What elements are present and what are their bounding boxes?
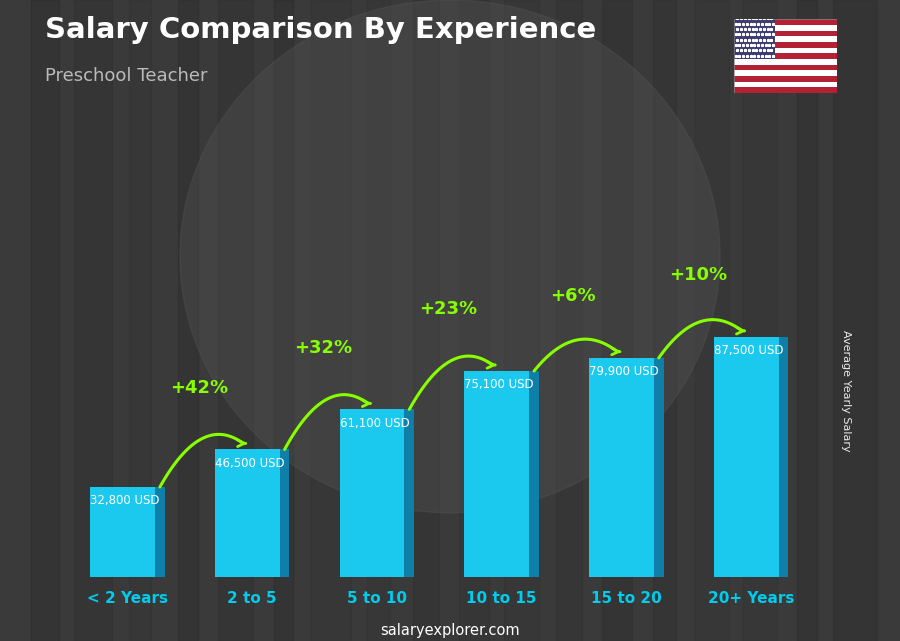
Bar <box>734 42 837 47</box>
Bar <box>734 71 837 76</box>
Polygon shape <box>529 371 539 577</box>
Polygon shape <box>778 337 788 577</box>
Bar <box>590 358 654 577</box>
Bar <box>339 410 404 577</box>
Bar <box>797 0 817 641</box>
Text: 61,100 USD: 61,100 USD <box>339 417 410 429</box>
Bar <box>219 0 253 641</box>
Bar <box>833 0 877 641</box>
Bar <box>734 47 837 53</box>
Text: +23%: +23% <box>419 300 477 319</box>
Polygon shape <box>404 410 414 577</box>
Bar <box>130 0 151 641</box>
Bar <box>504 0 539 641</box>
Bar <box>734 76 837 81</box>
Text: +42%: +42% <box>170 379 228 397</box>
Bar <box>734 87 837 93</box>
Bar <box>215 449 280 577</box>
Text: 46,500 USD: 46,500 USD <box>215 456 284 470</box>
Bar <box>556 0 582 641</box>
Bar <box>178 0 198 641</box>
Text: salaryexplorer.com: salaryexplorer.com <box>380 623 520 638</box>
Text: +10%: +10% <box>669 266 727 284</box>
Bar <box>734 37 837 42</box>
Text: +32%: +32% <box>294 338 353 356</box>
Polygon shape <box>654 358 663 577</box>
Text: 87,500 USD: 87,500 USD <box>714 344 783 357</box>
Bar <box>742 0 777 641</box>
Text: 32,800 USD: 32,800 USD <box>90 494 159 507</box>
Bar <box>695 0 729 641</box>
Bar <box>459 0 489 641</box>
Bar <box>274 0 292 641</box>
Ellipse shape <box>180 0 720 513</box>
Bar <box>734 25 837 31</box>
Text: 79,900 USD: 79,900 USD <box>589 365 659 378</box>
Polygon shape <box>280 449 290 577</box>
Text: 75,100 USD: 75,100 USD <box>464 378 534 391</box>
Bar <box>31 0 59 641</box>
Bar <box>734 65 837 71</box>
Bar <box>734 53 837 59</box>
Text: Preschool Teacher: Preschool Teacher <box>45 67 208 85</box>
Bar <box>367 0 390 641</box>
Bar <box>734 19 775 59</box>
Text: +6%: +6% <box>550 287 596 305</box>
Text: Average Yearly Salary: Average Yearly Salary <box>841 330 850 452</box>
Bar <box>601 0 632 641</box>
Text: Salary Comparison By Experience: Salary Comparison By Experience <box>45 16 596 44</box>
Bar <box>90 487 155 577</box>
Bar <box>734 81 837 87</box>
Bar <box>734 31 837 37</box>
Bar <box>714 337 778 577</box>
Bar <box>74 0 112 641</box>
Bar <box>652 0 676 641</box>
Bar <box>734 59 837 65</box>
Bar <box>413 0 439 641</box>
Bar <box>310 0 351 641</box>
Polygon shape <box>155 487 165 577</box>
Bar <box>734 19 837 25</box>
Bar <box>464 371 529 577</box>
